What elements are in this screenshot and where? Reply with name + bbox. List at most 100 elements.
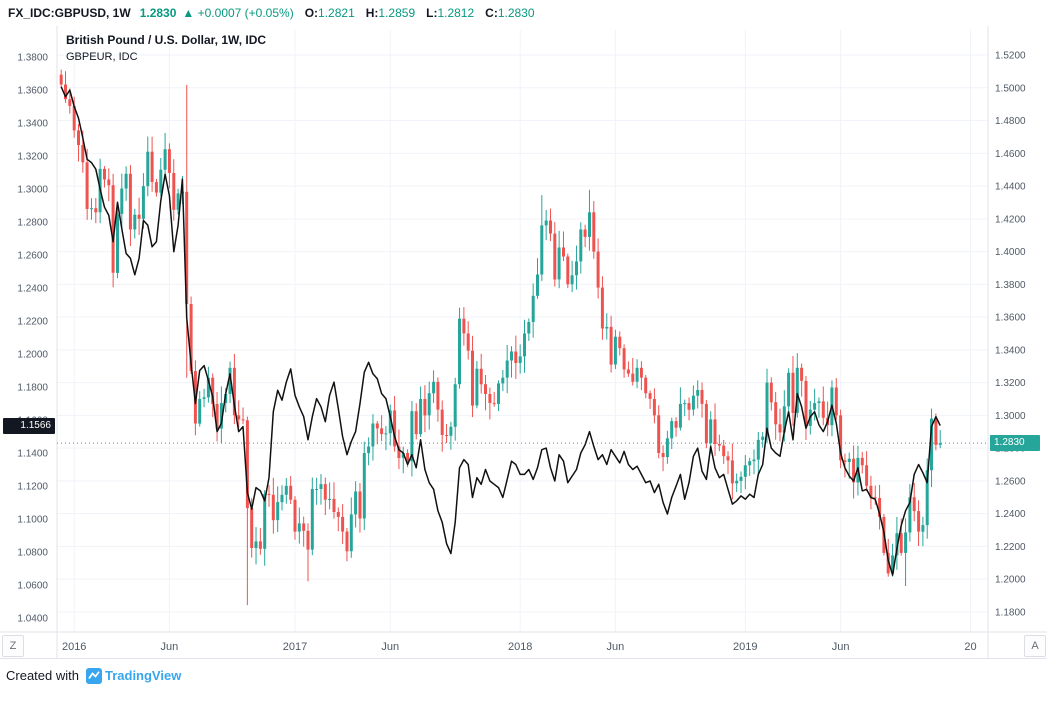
candle-body [583, 229, 587, 237]
right-axis-tick: 1.3600 [995, 313, 1026, 324]
right-axis-tick: 1.4600 [995, 149, 1026, 160]
candle-body [81, 145, 85, 163]
candle-body [618, 336, 622, 349]
time-axis-tick[interactable]: 2018 [508, 641, 532, 653]
candle-body [332, 498, 336, 512]
candle-body [588, 212, 591, 237]
time-axis-tick[interactable]: Jun [607, 641, 625, 653]
candle-body [527, 322, 531, 334]
auto-scale-button[interactable]: A [1024, 635, 1046, 657]
candle-body [600, 287, 604, 329]
candle-body [341, 516, 345, 532]
candle-body [116, 213, 119, 273]
candle-body [691, 395, 695, 410]
candle-body [934, 418, 938, 445]
right-axis-tick: 1.4000 [995, 247, 1026, 258]
time-axis-tick[interactable]: 2017 [283, 641, 307, 653]
candle-body [752, 459, 756, 462]
right-axis-tick: 1.2400 [995, 509, 1026, 520]
candle-body [202, 397, 206, 399]
left-axis-tick: 1.0600 [17, 581, 48, 592]
candle-body [103, 168, 106, 180]
candle-body [670, 421, 674, 439]
candle-body [917, 511, 921, 532]
time-axis-tick[interactable]: Jun [832, 641, 850, 653]
candle-body [782, 406, 786, 433]
candle-body [921, 525, 925, 532]
candle-body [787, 372, 791, 407]
candle-body [817, 401, 821, 403]
candle-body [410, 411, 414, 462]
candle-body [401, 453, 405, 458]
candle-body [375, 423, 379, 429]
candle-body [436, 381, 440, 410]
candle-body [847, 458, 851, 462]
candle-body [185, 191, 189, 304]
candle-body [107, 179, 111, 186]
candle-body [77, 130, 80, 146]
candle-body [64, 84, 67, 100]
candle-body [471, 350, 474, 406]
left-axis-ticks: 1.3800 1.3600 1.3400 1.3200 1.3000 1.2800 1.26… [17, 53, 48, 625]
candle-body [514, 351, 518, 363]
candle-body [895, 533, 899, 556]
candle-body [709, 419, 713, 444]
price-chart[interactable]: 1.3800 1.3600 1.3400 1.3200 1.3000 1.2800 1.26… [0, 0, 1047, 658]
candle-body [800, 367, 804, 381]
candle-body [648, 393, 652, 399]
left-axis-tick: 1.2800 [17, 218, 48, 229]
candle-body [354, 491, 358, 515]
candle-body [111, 185, 115, 273]
candle-body [665, 438, 669, 458]
time-axis-tick[interactable]: 20 [964, 641, 976, 653]
candle-body [167, 149, 171, 173]
candle-body [891, 555, 895, 574]
candle-body [293, 499, 297, 532]
chart-legend[interactable]: British Pound / U.S. Dollar, 1W, IDC GBP… [66, 33, 266, 63]
timezone-button[interactable]: Z [2, 635, 24, 657]
left-axis-tick: 1.3800 [17, 53, 48, 64]
left-axis-tick: 1.0800 [17, 548, 48, 559]
tradingview-logo-icon[interactable] [85, 668, 102, 687]
time-axis-tick[interactable]: Jun [381, 641, 399, 653]
tradingview-brand-text[interactable]: TradingView [104, 668, 182, 683]
candle-body [661, 453, 665, 458]
candle-body [570, 275, 574, 285]
candle-body [566, 256, 570, 285]
candle-body [596, 251, 600, 288]
candle-body [267, 493, 271, 495]
axis-borders [0, 26, 1047, 658]
time-axis-tick[interactable]: 2019 [733, 641, 757, 653]
candle-body [613, 336, 617, 365]
candle-body [310, 489, 314, 550]
candle-body [925, 470, 929, 526]
time-axis-tick[interactable]: Jun [161, 641, 179, 653]
up-arrow-icon: ▲ [182, 6, 195, 20]
candle-body [865, 465, 869, 486]
candle-body [722, 445, 726, 457]
right-axis-tick: 1.2200 [995, 542, 1026, 553]
right-axis-tick: 1.4800 [995, 116, 1026, 127]
candle-body [765, 382, 769, 437]
candle-body [323, 484, 327, 500]
candle-body [453, 384, 457, 427]
close-value: C:1.2830 [485, 6, 535, 20]
candle-body [263, 493, 267, 549]
right-axis-ticks: 1.5200 1.5000 1.4800 1.4600 1.4400 1.4200 1.40… [995, 51, 1026, 619]
price-change: ▲ +0.0007 (+0.05%) [182, 6, 293, 20]
candle-body [276, 502, 280, 521]
candle-body [414, 411, 418, 435]
candle-body [219, 403, 223, 429]
right-axis-tick: 1.2000 [995, 575, 1026, 586]
candle-body [717, 444, 721, 446]
time-axis-tick[interactable]: 2016 [62, 641, 86, 653]
symbol-info-bar: FX_IDC:GBPUSD, 1W 1.2830 ▲ +0.0007 (+0.0… [0, 0, 1047, 26]
candle-body [544, 220, 548, 226]
right-axis-tick: 1.3400 [995, 345, 1026, 356]
candle-body [549, 220, 552, 234]
right-axis-tick: 1.2600 [995, 476, 1026, 487]
candle-body [761, 436, 765, 440]
candle-body [908, 497, 912, 533]
candle-body [297, 523, 301, 532]
candle-body [336, 512, 340, 517]
